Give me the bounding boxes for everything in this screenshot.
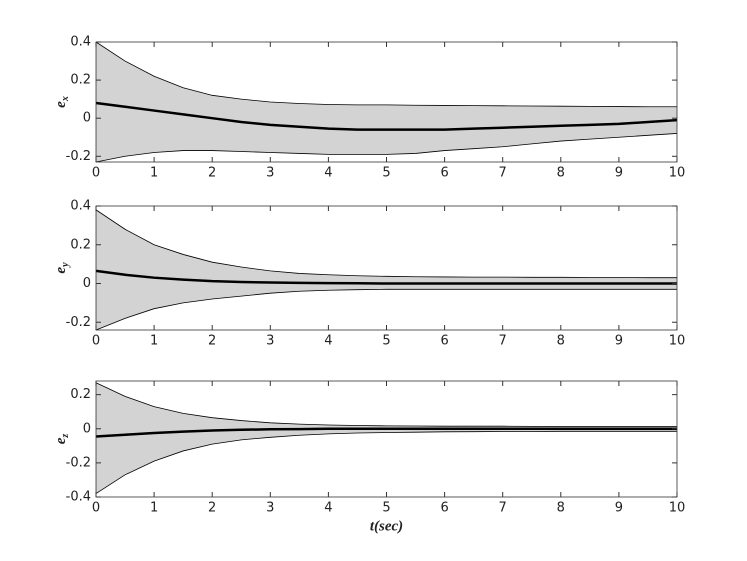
- y-tick-label: -0.2: [66, 455, 91, 470]
- subplot: 0 1 2 3 4 5 6 7 8 9 10 -0.4 -0.2 0 0.2 ez t(sec): [53, 380, 686, 534]
- error-line: [95, 101, 678, 131]
- y-tick-label: 0.4: [70, 199, 91, 214]
- x-tick-label: 6: [440, 166, 448, 181]
- y-tick-label: 0.2: [70, 237, 91, 252]
- x-tick-label: 5: [382, 166, 390, 181]
- x-tick-label: 7: [499, 334, 507, 349]
- y-axis-label: ex: [53, 96, 71, 108]
- subplot: 0 1 2 3 4 5 6 7 8 9 10-0.200.20.4ex: [53, 35, 685, 181]
- y-label-base: e: [53, 101, 69, 108]
- x-tick-label: 8: [557, 166, 565, 181]
- x-tick-label: 5: [382, 334, 390, 349]
- x-tick-label: 2: [208, 166, 216, 181]
- x-tick-label: 9: [615, 501, 623, 516]
- lower-bound: [95, 288, 677, 331]
- lower-bound: [95, 133, 678, 163]
- x-tick-label: 3: [266, 166, 274, 181]
- x-tick-label: 5: [382, 501, 390, 516]
- y-label-base: e: [53, 437, 69, 444]
- x-tick-label: 6: [440, 501, 448, 516]
- x-tick-label: 9: [615, 166, 623, 181]
- x-tick-label: 10: [669, 334, 686, 349]
- upper-bound: [95, 209, 677, 279]
- error-line: [95, 269, 677, 285]
- y-label-sub: z: [60, 434, 71, 439]
- x-tick-label: 1: [150, 334, 158, 349]
- y-tick-label: -0.2: [66, 315, 91, 330]
- x-tick-label: 10: [669, 501, 686, 516]
- x-tick-label: 7: [499, 501, 507, 516]
- x-tick-label: 1: [150, 501, 158, 516]
- x-tick-label: 9: [615, 334, 623, 349]
- y-tick-label: 0: [83, 111, 91, 126]
- y-label-sub: x: [60, 96, 71, 102]
- confidence-band: [96, 209, 677, 330]
- x-tick-label: 10: [669, 166, 686, 181]
- x-tick-label: 4: [324, 166, 332, 181]
- x-tick-label: 7: [499, 166, 507, 181]
- x-tick-label: 3: [266, 501, 274, 516]
- x-tick-label: 4: [324, 334, 332, 349]
- x-tick-label: 0: [92, 501, 100, 516]
- x-tick-label: 0: [92, 334, 100, 349]
- lower-bound: [95, 430, 677, 494]
- x-tick-label: 2: [208, 501, 216, 516]
- x-tick-label: 4: [324, 501, 332, 516]
- x-tick-label: 6: [440, 334, 448, 349]
- y-tick-label: -0.2: [66, 149, 91, 164]
- x-tick-label: 3: [266, 334, 274, 349]
- y-label-sub: y: [60, 262, 71, 268]
- confidence-band: [96, 42, 677, 162]
- x-axis-label: t(sec): [370, 518, 403, 534]
- x-tick-label: 2: [208, 334, 216, 349]
- y-label-base: e: [53, 267, 69, 274]
- y-axis-label: ez: [53, 434, 71, 445]
- y-tick-label: 0.2: [70, 387, 91, 402]
- confidence-band: [96, 382, 677, 494]
- y-tick-label: 0.4: [70, 35, 91, 50]
- y-tick-label: 0.2: [70, 73, 91, 88]
- x-tick-label: 0: [92, 166, 100, 181]
- y-tick-label: 0: [83, 421, 91, 436]
- upper-bound: [95, 41, 677, 108]
- x-tick-label: 8: [557, 501, 565, 516]
- upper-bound: [95, 382, 677, 427]
- y-tick-label: 0: [83, 276, 91, 291]
- error-line: [95, 427, 677, 438]
- x-tick-label: 1: [150, 166, 158, 181]
- y-tick-label: -0.4: [66, 490, 91, 505]
- x-tick-label: 8: [557, 334, 565, 349]
- subplot: 0 1 2 3 4 5 6 7 8 9 10-0.200.20.4ey: [53, 199, 685, 349]
- y-axis-label: ey: [53, 262, 71, 274]
